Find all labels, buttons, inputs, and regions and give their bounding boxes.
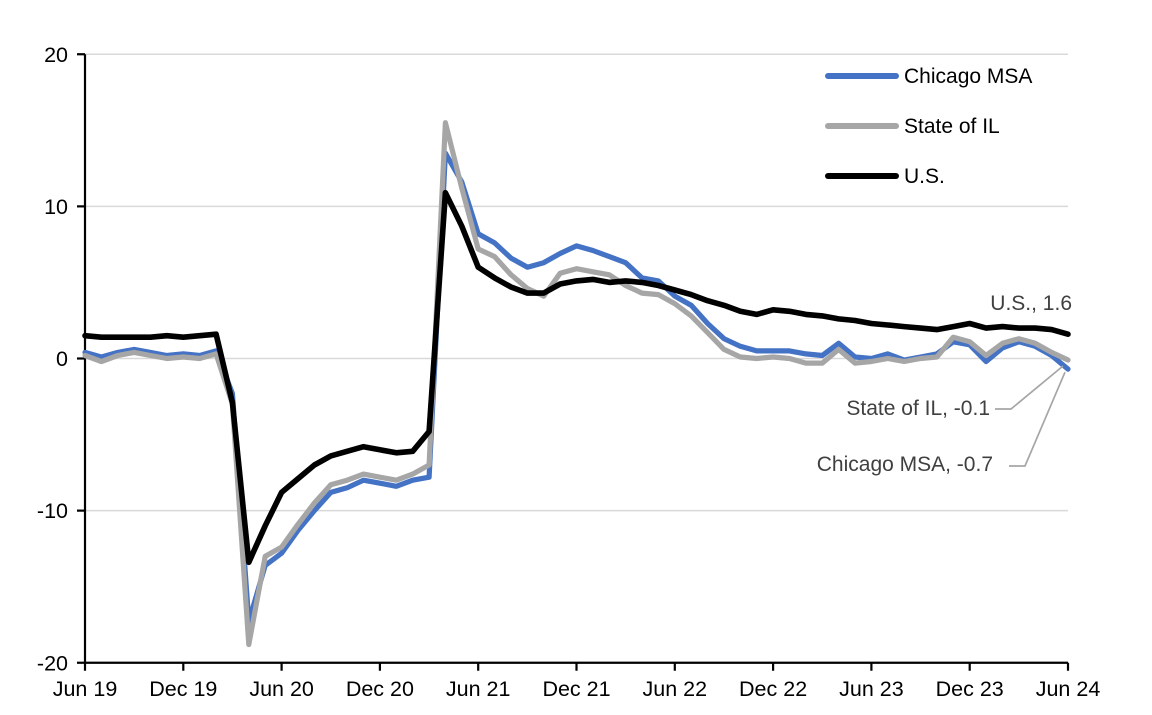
svg-text:Dec 19: Dec 19 — [149, 677, 217, 701]
svg-text:10: 10 — [44, 195, 68, 219]
svg-text:Dec 23: Dec 23 — [936, 677, 1004, 701]
svg-text:Dec 22: Dec 22 — [739, 677, 807, 701]
axes — [77, 53, 1070, 671]
svg-text:-10: -10 — [37, 499, 68, 523]
svg-text:Dec 20: Dec 20 — [346, 677, 414, 701]
series-line-chicago-msa — [82, 150, 1071, 625]
annotation-leader-lines — [995, 365, 1066, 467]
leader-line-state-of-il — [995, 365, 1064, 410]
annotation-chicago-msa-value: Chicago MSA, -0.7 — [816, 453, 993, 476]
svg-text:Jun 19: Jun 19 — [53, 677, 118, 701]
svg-text:Jun 21: Jun 21 — [446, 677, 511, 701]
gridlines — [85, 53, 1068, 512]
data-series — [82, 120, 1071, 648]
legend-label-us: U.S. — [904, 164, 945, 188]
svg-text:Dec 21: Dec 21 — [542, 677, 610, 701]
legend-item-state-of-il: State of IL — [825, 101, 1032, 151]
svg-text:0: 0 — [56, 347, 68, 371]
annotation-state-of-il-value: State of IL, -0.1 — [846, 397, 990, 420]
legend-swatch-us — [825, 173, 899, 179]
legend-item-us: U.S. — [825, 151, 1032, 201]
legend: Chicago MSA State of IL U.S. — [825, 51, 1032, 201]
series-line-u-s- — [82, 189, 1071, 566]
svg-text:Jun 22: Jun 22 — [643, 677, 708, 701]
svg-text:20: 20 — [44, 43, 68, 67]
legend-label-state-of-il: State of IL — [904, 114, 1000, 138]
svg-text:Jun 24: Jun 24 — [1036, 677, 1101, 701]
svg-text:Jun 23: Jun 23 — [839, 677, 904, 701]
legend-item-chicago-msa: Chicago MSA — [825, 51, 1032, 101]
legend-label-chicago-msa: Chicago MSA — [904, 64, 1033, 88]
svg-text:-20: -20 — [37, 651, 68, 675]
legend-swatch-chicago-msa — [825, 73, 899, 79]
legend-swatch-state-of-il — [825, 123, 899, 129]
svg-text:Jun 20: Jun 20 — [249, 677, 314, 701]
leader-line-chicago-msa — [1009, 371, 1066, 467]
annotation-us-value: U.S., 1.6 — [990, 292, 1072, 315]
series-line-state-of-il — [82, 120, 1071, 648]
